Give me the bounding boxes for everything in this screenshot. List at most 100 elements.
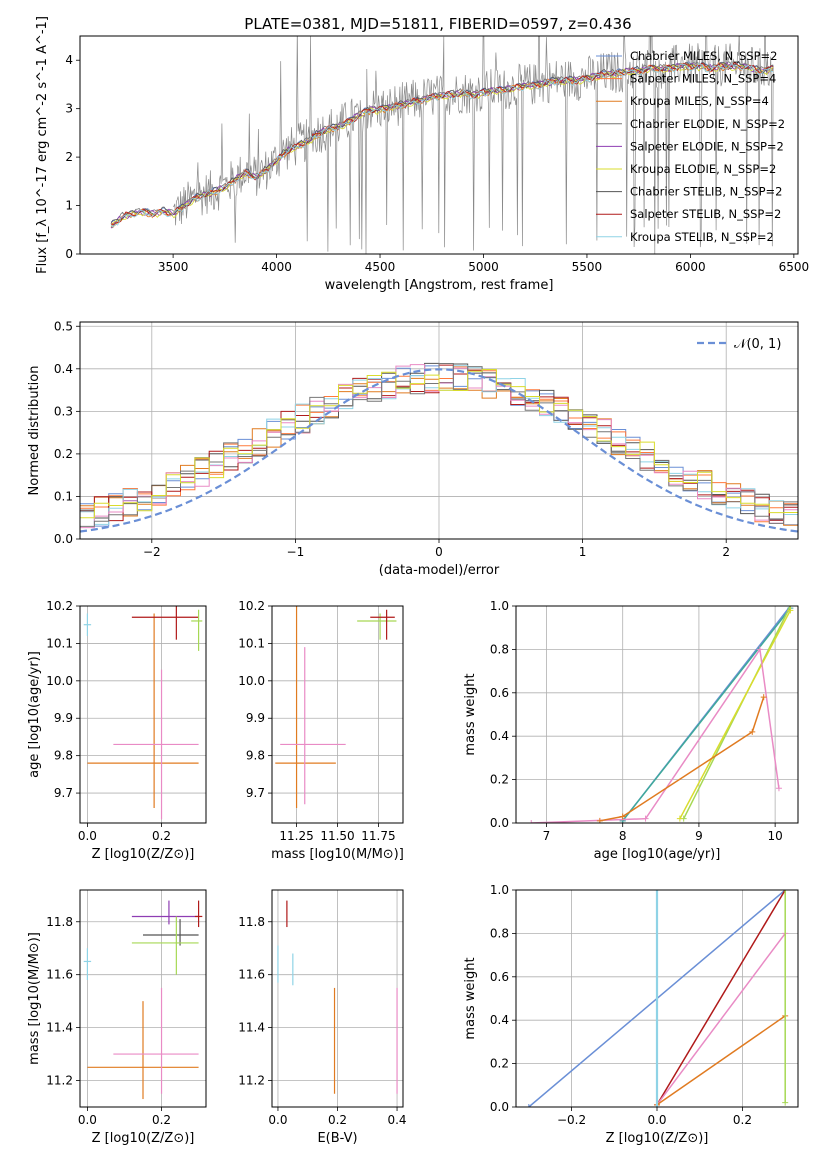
y-tick-label: 9.8: [246, 749, 265, 763]
y-tick-label: 11.6: [46, 968, 73, 982]
x-tick-label: 4500: [365, 260, 396, 274]
legend-label: Kroupa STELIB, N_SSP=2: [630, 230, 774, 244]
errorbar-point: [113, 669, 199, 820]
x-tick-label: 6500: [779, 260, 810, 274]
x-axis-label: Z [log10(Z/Z⊙)]: [606, 1131, 709, 1146]
y-tick-label: 0.4: [490, 729, 509, 743]
y-tick-label: 0.8: [490, 642, 509, 656]
y-tick-label: 0.2: [490, 773, 509, 787]
x-tick-label: 9: [695, 829, 703, 843]
mass-weight-line: [679, 609, 792, 820]
y-tick-label: 0: [65, 247, 73, 261]
x-tick-label: 0.0: [268, 1113, 287, 1127]
x-tick-label: 0.0: [78, 1113, 97, 1127]
errorbar-point: [357, 613, 397, 640]
y-tick-label: 1.0: [490, 883, 509, 897]
y-tick-label: 0.6: [490, 686, 509, 700]
x-tick-label: 3500: [158, 260, 189, 274]
errorbar-point: [131, 606, 199, 640]
mass-weight-line: [656, 890, 786, 1106]
mass-weight-line: [656, 1015, 786, 1106]
x-tick-label: −2: [143, 545, 161, 559]
y-tick-label: 10.1: [238, 636, 265, 650]
errorbar-point: [83, 948, 92, 980]
x-tick-label: 0.0: [647, 1113, 666, 1127]
y-tick-label: 9.7: [54, 786, 73, 800]
y-tick-label: 0.4: [54, 362, 73, 376]
y-tick-label: 10.0: [238, 674, 265, 688]
x-tick-label: 10: [767, 829, 782, 843]
legend-label: Salpeter MILES, N_SSP=4: [630, 72, 776, 86]
panels: 3500 4000 4500 5000 5500 6000 6500 0 1 2 3 4 wavelen…: [27, 16, 810, 1146]
y-tick-label: 0.2: [490, 1057, 509, 1071]
plot-area: [110, 36, 774, 254]
y-axis-label: age [log10(age/yr)]: [27, 651, 42, 778]
plot-area: [528, 606, 794, 823]
mass-weight-marker: [654, 1104, 660, 1107]
x-tick-label: 6000: [675, 260, 706, 274]
y-tick-label: 11.8: [46, 915, 73, 929]
panel-mass-vs-EBV: 0.0 0.2 0.4 11.2 11.4 11.6 11.8 E(B-V): [238, 889, 407, 1146]
x-tick-label: 11.75: [361, 829, 395, 843]
errorbar-point: [83, 613, 92, 636]
x-axis-label: E(B-V): [317, 1131, 357, 1146]
y-tick-label: 2: [65, 150, 73, 164]
y-axis-label: mass weight: [463, 673, 478, 755]
legend-label: Chabrier MILES, N_SSP=2: [630, 49, 777, 63]
y-tick-label: 0.2: [54, 447, 73, 461]
observed-spectrum: [172, 36, 774, 254]
x-tick-label: 8: [619, 829, 627, 843]
y-tick-label: 0.0: [490, 1100, 509, 1114]
y-tick-label: 0.5: [54, 319, 73, 333]
y-tick-label: 9.9: [54, 711, 73, 725]
plot-area: [525, 890, 789, 1107]
mass-weight-line: [599, 696, 765, 822]
errorbar-point: [113, 987, 199, 1094]
y-tick-label: 3: [65, 102, 73, 116]
legend-label: Salpeter STELIB, N_SSP=2: [630, 207, 781, 221]
mass-weight-marker: [782, 1099, 789, 1106]
panel-massweight-vs-Z: −0.2 0.0 0.2 0.0 0.2 0.4 0.6 0.8 1.0 Z [log10(Z/Z…: [463, 883, 799, 1146]
x-axis-label: Z [log10(Z/Z⊙)]: [92, 1131, 195, 1146]
errorbar-point: [87, 613, 199, 809]
x-tick-label: 1: [579, 545, 587, 559]
y-tick-label: 0.8: [490, 926, 509, 940]
x-tick-label: 0.2: [328, 1113, 347, 1127]
y-axis-label: mass [log10(M/M⊙)]: [27, 932, 42, 1065]
x-tick-label: −0.2: [557, 1113, 586, 1127]
x-tick-label: 0: [435, 545, 443, 559]
legend-label: Salpeter ELODIE, N_SSP=2: [630, 139, 784, 153]
x-tick-label: 0.2: [152, 829, 171, 843]
mass-weight-marker: [782, 890, 789, 893]
panel-age-vs-Z: 0.0 0.2 9.7 9.8 9.9 10.0 10.1 10.2 Z [log10(Z/Z⊙…: [27, 599, 207, 862]
mass-weight-marker: [525, 1104, 532, 1107]
mass-weight-marker: [787, 607, 794, 614]
panel-residuals: −2 −1 0 1 2 0.0 0.1 0.2 0.3 0.4 0.5 (data-model)/er…: [27, 319, 799, 578]
y-tick-label: 0.3: [54, 404, 73, 418]
legend-label: Kroupa ELODIE, N_SSP=2: [630, 162, 776, 176]
errorbar-point: [131, 916, 199, 975]
y-tick-label: 9.9: [246, 711, 265, 725]
plot-area: [83, 900, 203, 1100]
y-tick-label: 10.2: [46, 599, 73, 613]
plot-area: [80, 362, 798, 533]
mass-weight-marker: [654, 890, 660, 893]
mass-weight-marker: [642, 815, 649, 822]
mass-weight-line: [531, 647, 780, 823]
plot-area: [83, 606, 203, 820]
y-tick-label: 11.2: [46, 1074, 73, 1088]
mass-weight-marker: [528, 820, 535, 823]
y-axis-label: Normed distribution: [27, 366, 42, 496]
y-tick-label: 0.4: [490, 1013, 509, 1027]
x-axis-label: age [log10(age/yr)]: [594, 847, 721, 862]
mass-weight-line: [622, 607, 791, 822]
mass-weight-marker: [775, 785, 782, 792]
y-tick-label: 1: [65, 199, 73, 213]
x-tick-label: 0.4: [387, 1113, 406, 1127]
y-tick-label: 0.1: [54, 489, 73, 503]
panel-massweight-vs-age: 7 8 9 10 0.0 0.2 0.4 0.6 0.8 1.0 age [log10(age/yr…: [463, 599, 799, 862]
errorbar-point: [143, 919, 199, 946]
axes-frame: [515, 605, 799, 824]
y-tick-label: 0.0: [490, 816, 509, 830]
